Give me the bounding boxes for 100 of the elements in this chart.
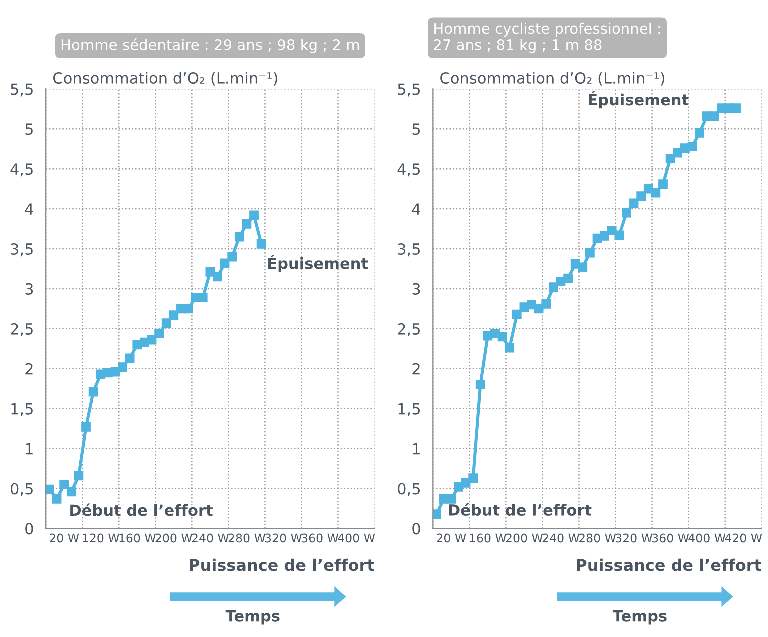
point: [688, 142, 698, 152]
y-tick-label: 2,5: [11, 323, 33, 337]
point: [586, 248, 595, 258]
text: Temps: [226, 610, 280, 625]
point: [228, 252, 238, 262]
point: [162, 318, 172, 328]
y-tick-label: 1: [26, 443, 33, 455]
point: [468, 474, 478, 484]
point: [564, 274, 573, 284]
point: [658, 180, 668, 189]
x-tick-label: 160 W: [120, 534, 156, 543]
point: [184, 304, 194, 314]
point: [710, 112, 720, 122]
point: [198, 293, 208, 302]
point: [118, 362, 128, 372]
y-tick-label: 4: [412, 204, 420, 215]
y-tick-label: 4,5: [398, 164, 420, 177]
point: [622, 208, 632, 218]
point: [651, 188, 661, 198]
y-tick-label: 5,5: [11, 84, 33, 97]
point: [52, 494, 62, 504]
y-axis-title: Consommation d’O₂ (L.min⁻¹): [54, 72, 278, 86]
y-tick-label: 1,5: [12, 404, 33, 416]
x-tick-label: 280 W: [228, 534, 266, 543]
annotation: Début de l’effort: [70, 504, 213, 516]
point: [88, 387, 98, 397]
point: [169, 310, 179, 320]
y-tick-label: 5: [412, 124, 420, 136]
y-tick-label: 1: [413, 443, 420, 455]
point: [74, 471, 84, 481]
y-tick-label: 0,5: [10, 483, 33, 496]
x-tick-label: 160 W: [470, 534, 507, 543]
y-tick-label: 4,5: [10, 164, 33, 177]
y-tick-label: 2: [26, 363, 33, 375]
point: [578, 262, 588, 272]
point: [498, 332, 508, 342]
point: [614, 230, 624, 240]
x-tick-label: 20 W: [437, 534, 466, 543]
point: [542, 299, 552, 309]
text: Temps: [612, 610, 667, 625]
point: [505, 343, 515, 353]
point: [673, 148, 683, 158]
point: [512, 310, 522, 320]
y-tick-label: 0: [26, 523, 34, 535]
x-tick-label: 200 W: [156, 534, 193, 543]
point: [636, 192, 646, 201]
point: [234, 232, 244, 242]
point: [125, 354, 135, 364]
point: [446, 494, 456, 504]
point: [242, 220, 252, 229]
point: [732, 104, 741, 114]
chart-title: Homme sédentaire : 29 ans ; 98 kg ; 2 m: [62, 38, 360, 54]
y-tick-label: 0,5: [398, 483, 420, 496]
annotation: Début de l’effort: [449, 504, 592, 516]
y-tick-label: 4: [25, 204, 34, 215]
point: [66, 487, 76, 497]
point: [82, 422, 91, 432]
point: [60, 480, 70, 490]
x-axis-title: Puissance de l’effort: [190, 558, 374, 572]
y-tick-label: 0: [412, 523, 420, 535]
point: [433, 510, 442, 520]
y-tick-label: 2: [412, 363, 420, 375]
chart-title: Homme cycliste professionnel : 27 ans ; 81 kg ; 1 m 88: [434, 22, 660, 54]
x-tick-label: 240 W: [192, 534, 230, 543]
point: [147, 335, 157, 345]
point: [46, 484, 54, 494]
x-tick-label: 320 W: [265, 534, 302, 543]
y-tick-label: 5,5: [398, 84, 420, 97]
y-tick-label: 3,5: [398, 243, 420, 257]
point: [154, 329, 164, 338]
y-tick-label: 2,5: [398, 323, 420, 337]
x-tick-label: 120 W: [83, 534, 120, 543]
y-tick-label: 5: [26, 124, 33, 136]
x-axis-title: Puissance de l’effort: [577, 558, 762, 572]
annotation: Épuisement: [589, 91, 689, 109]
annotation: Épuisement: [268, 255, 368, 272]
point: [213, 272, 222, 282]
x-tick-label: 280 W: [579, 534, 616, 543]
x-tick-label: 400 W: [688, 534, 726, 543]
x-tick-label: 360 W: [302, 534, 339, 543]
point: [250, 210, 259, 220]
point: [256, 240, 266, 249]
x-tick-label: 20 W: [50, 534, 80, 543]
point: [695, 128, 704, 138]
y-tick-label: 1,5: [398, 404, 420, 416]
x-tick-label: 240 W: [542, 534, 580, 543]
x-tick-label: 420 W: [725, 534, 762, 543]
point: [548, 282, 558, 292]
point: [600, 232, 610, 241]
point: [476, 380, 486, 390]
x-tick-label: 200 W: [506, 534, 544, 543]
y-tick-label: 3,5: [11, 243, 33, 257]
point: [220, 258, 230, 268]
y-axis-title: Consommation d’O₂ (L.min⁻¹): [440, 72, 665, 86]
x-tick-label: 360 W: [652, 534, 690, 543]
y-tick-label: 3: [26, 283, 34, 295]
y-tick-label: 3: [412, 283, 420, 295]
point: [206, 268, 216, 277]
x-tick-label: 320 W: [616, 534, 653, 543]
x-tick-label: 400 W: [338, 534, 376, 543]
